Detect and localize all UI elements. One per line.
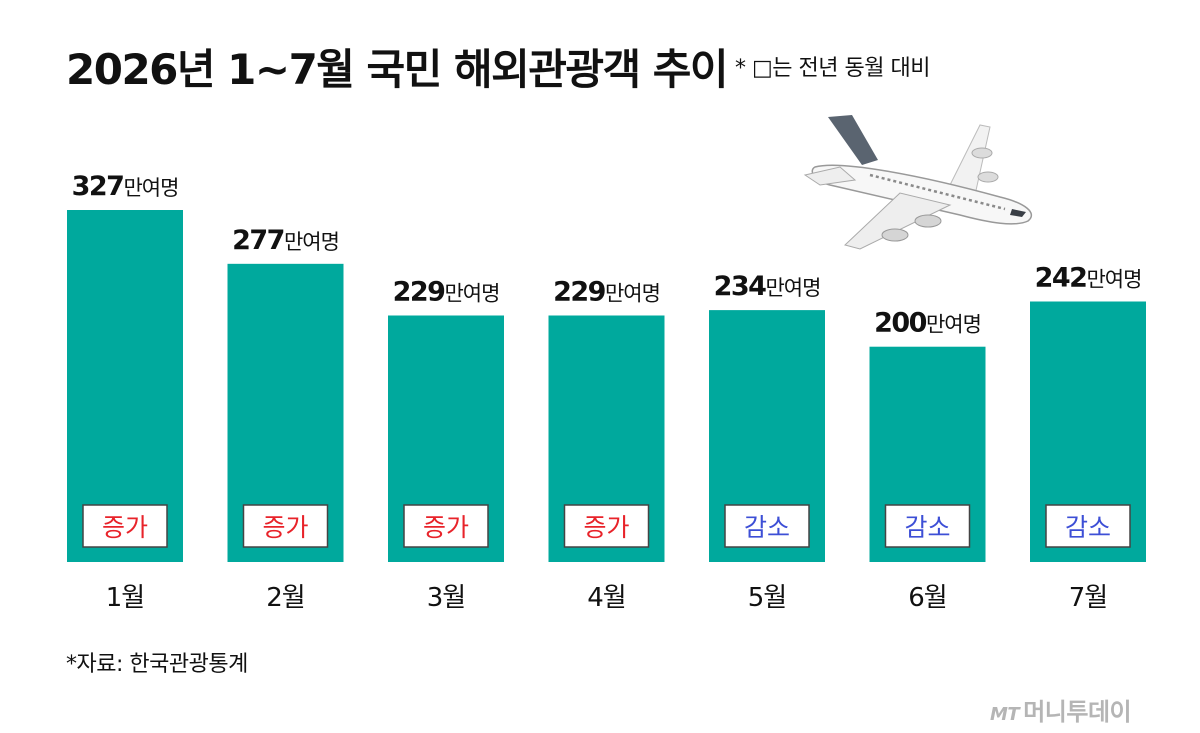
brand-logo: MT 머니투데이 — [990, 698, 1132, 726]
change-badge — [563, 504, 650, 548]
x-tick-label: 1월 — [106, 583, 144, 613]
change-badge — [403, 504, 489, 548]
change-badge-label: 증가 — [423, 513, 469, 542]
data-label: 277만여명 — [232, 225, 339, 256]
change-badge-label: 증가 — [262, 513, 308, 542]
change-badge-label: 감소 — [744, 513, 790, 542]
x-tick-label: 3월 — [427, 583, 465, 613]
change-badge-label: 감소 — [1065, 513, 1111, 542]
data-label: 242만여명 — [1035, 262, 1142, 293]
data-label: 229만여명 — [393, 276, 500, 307]
chart-note: * □는 전년 동월 대비 — [735, 56, 930, 81]
change-badge-label: 감소 — [904, 513, 950, 542]
change-badge — [1045, 504, 1131, 548]
change-badge-label: 증가 — [102, 513, 148, 542]
data-label: 327만여명 — [72, 171, 179, 202]
change-badge — [884, 504, 971, 548]
x-tick-label: 4월 — [587, 583, 625, 613]
source-note: *자료: 한국관광통계 — [66, 652, 248, 677]
chart-title: 2026년 1~7월 국민 해외관광객 추이 — [66, 45, 729, 94]
x-tick-label: 2월 — [266, 583, 304, 613]
bar — [67, 210, 183, 562]
airplane-icon — [803, 115, 1033, 250]
x-tick-label: 5월 — [748, 583, 786, 613]
data-label: 229만여명 — [553, 276, 660, 307]
change-badge — [242, 504, 329, 548]
x-tick-label: 7월 — [1069, 583, 1107, 613]
data-label: 234만여명 — [714, 271, 821, 302]
data-label: 200만여명 — [874, 308, 981, 339]
change-badge — [82, 504, 168, 548]
change-badge-label: 증가 — [583, 513, 629, 542]
change-badge — [724, 504, 810, 548]
x-tick-label: 6월 — [908, 583, 946, 613]
